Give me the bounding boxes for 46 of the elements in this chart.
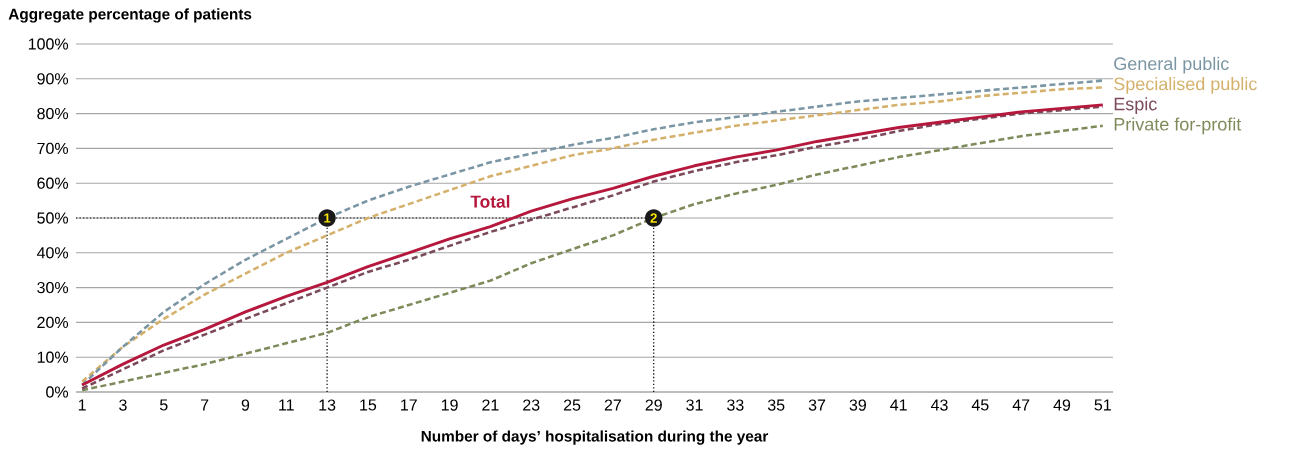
- x-tick-label: 17: [401, 399, 417, 411]
- x-tick-label: 45: [971, 399, 989, 411]
- x-tick-label: 37: [808, 399, 826, 411]
- x-tick-label: 23: [523, 399, 540, 411]
- y-tick-label: 10%: [37, 351, 69, 363]
- y-tick-label: 0%: [46, 386, 69, 398]
- x-axis-title: Number of days’ hospitalisation during the year: [421, 430, 769, 445]
- y-tick-label: 50%: [37, 212, 69, 224]
- x-tick-label: 25: [563, 399, 581, 411]
- x-tick-label: 5: [159, 399, 168, 411]
- x-tick-label: 49: [1053, 399, 1071, 411]
- y-tick-label: 100%: [28, 38, 69, 50]
- y-tick-label: 70%: [37, 142, 69, 155]
- annotation: Total: [470, 195, 510, 208]
- annotation: 1: [324, 213, 331, 223]
- y-tick-label: 60%: [37, 177, 69, 189]
- y-tick-label: 90%: [37, 73, 69, 85]
- y-tick-label: 40%: [36, 247, 69, 259]
- x-tick-label: 7: [200, 399, 209, 411]
- x-tick-label: 15: [360, 399, 377, 411]
- chart-title: Aggregate percentage of patients: [8, 8, 252, 23]
- x-tick-label: 19: [441, 399, 458, 411]
- x-tick-label: 9: [241, 399, 250, 411]
- x-tick-label: 11: [279, 399, 294, 411]
- x-tick-label: 35: [767, 399, 785, 411]
- x-tick-label: 13: [319, 399, 336, 411]
- series-label: Private for-profit: [1114, 117, 1242, 135]
- x-tick-label: 29: [645, 399, 662, 411]
- x-tick-label: 51: [1094, 399, 1111, 411]
- y-tick-label: 30%: [37, 281, 69, 294]
- series-label: Espic: [1114, 97, 1157, 114]
- x-tick-label: 43: [930, 399, 948, 411]
- x-tick-label: 41: [890, 399, 907, 411]
- x-tick-label: 33: [727, 399, 744, 411]
- x-tick-label: 21: [482, 399, 499, 411]
- x-tick-label: 27: [604, 399, 621, 411]
- x-tick-label: 31: [686, 399, 703, 411]
- annotation: 2: [650, 213, 657, 223]
- y-tick-label: 20%: [37, 316, 69, 329]
- series-label: Specialised public: [1114, 77, 1257, 94]
- x-tick-label: 47: [1012, 399, 1030, 411]
- x-tick-label: 1: [78, 399, 86, 411]
- y-tick-label: 80%: [37, 107, 69, 120]
- x-tick-label: 39: [849, 399, 866, 411]
- x-tick-label: 3: [119, 399, 127, 411]
- series-label: General public: [1114, 56, 1229, 74]
